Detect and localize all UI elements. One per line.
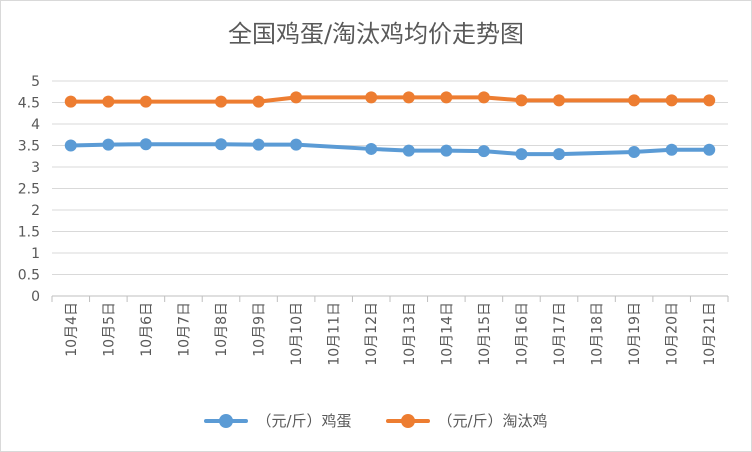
data-point-0: [628, 145, 641, 158]
data-point-1: [64, 95, 77, 108]
data-point-0: [703, 143, 716, 156]
legend-label-eggs: （元/斤）鸡蛋: [256, 412, 352, 430]
series-line-1: [68, 95, 712, 104]
data-point-1: [290, 91, 303, 104]
data-point-1: [365, 91, 378, 104]
x-tick-label: 10月15日: [477, 302, 493, 366]
data-point-0: [477, 145, 490, 158]
data-point-0: [139, 138, 152, 151]
data-point-1: [402, 91, 415, 104]
data-point-0: [252, 138, 265, 151]
data-point-0: [215, 138, 227, 151]
legend-label-culled-hens: （元/斤）淘汰鸡: [437, 412, 548, 430]
data-point-1: [477, 91, 490, 104]
y-tick-label: 3.5: [18, 139, 40, 155]
data-point-0: [64, 139, 77, 152]
data-point-1: [252, 95, 265, 108]
x-tick-label: 10月10日: [289, 302, 305, 366]
x-tick-label: 10月12日: [364, 302, 380, 366]
data-point-0: [365, 142, 378, 155]
chart-title: 全国鸡蛋/淘汰鸡均价走势图: [227, 20, 525, 48]
data-point-1: [440, 91, 453, 104]
y-tick-label: 2.5: [18, 182, 40, 198]
data-point-1: [515, 94, 528, 107]
y-tick-label: 1: [31, 246, 40, 262]
data-point-0: [102, 138, 115, 151]
data-point-0: [440, 144, 453, 157]
y-tick-label: 2: [31, 203, 40, 219]
data-point-1: [139, 95, 152, 108]
x-tick-label: 10月13日: [402, 302, 418, 366]
y-tick-label: 5: [31, 74, 40, 90]
data-point-1: [665, 94, 678, 107]
y-tick-label: 4: [31, 117, 40, 133]
data-point-0: [515, 148, 528, 161]
chart-legend: （元/斤）鸡蛋 （元/斤）淘汰鸡: [0, 410, 752, 431]
data-point-0: [402, 144, 415, 157]
legend-swatch-eggs: [204, 413, 249, 428]
x-tick-label: 10月5日: [101, 302, 117, 357]
legend-item-eggs: （元/斤）鸡蛋: [204, 410, 352, 431]
x-tick-label: 10月8日: [214, 302, 230, 357]
x-tick-label: 10月7日: [176, 302, 192, 357]
y-tick-label: 0: [31, 289, 40, 305]
data-point-1: [703, 94, 716, 107]
y-tick-label: 0.5: [18, 268, 40, 284]
data-point-1: [628, 94, 641, 107]
x-tick-label: 10月6日: [139, 302, 155, 357]
data-point-1: [553, 94, 565, 107]
data-point-0: [553, 148, 565, 161]
x-tick-label: 10月21日: [702, 302, 718, 366]
x-tick-label: 10月9日: [252, 302, 268, 357]
x-tick-label: 10月4日: [64, 302, 80, 357]
x-tick-label: 10月20日: [665, 302, 681, 366]
x-tick-label: 10月14日: [439, 302, 455, 366]
x-tick-label: 10月19日: [627, 302, 643, 366]
y-tick-label: 4.5: [18, 96, 40, 112]
y-tick-label: 1.5: [18, 225, 40, 241]
data-point-1: [215, 95, 227, 108]
x-tick-label: 10月16日: [514, 302, 530, 366]
data-point-0: [290, 138, 303, 151]
legend-swatch-culled-hens: [385, 413, 430, 428]
x-tick-label: 10月17日: [552, 302, 568, 366]
data-point-0: [665, 143, 678, 156]
data-point-1: [102, 95, 115, 108]
legend-item-culled-hens: （元/斤）淘汰鸡: [385, 410, 548, 431]
x-tick-label: 10月11日: [327, 302, 343, 366]
y-tick-label: 3: [31, 160, 40, 176]
x-tick-label: 10月18日: [590, 302, 606, 366]
